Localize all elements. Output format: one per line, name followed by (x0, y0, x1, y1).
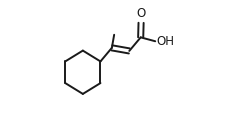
Text: OH: OH (155, 35, 173, 48)
Text: O: O (136, 7, 145, 20)
